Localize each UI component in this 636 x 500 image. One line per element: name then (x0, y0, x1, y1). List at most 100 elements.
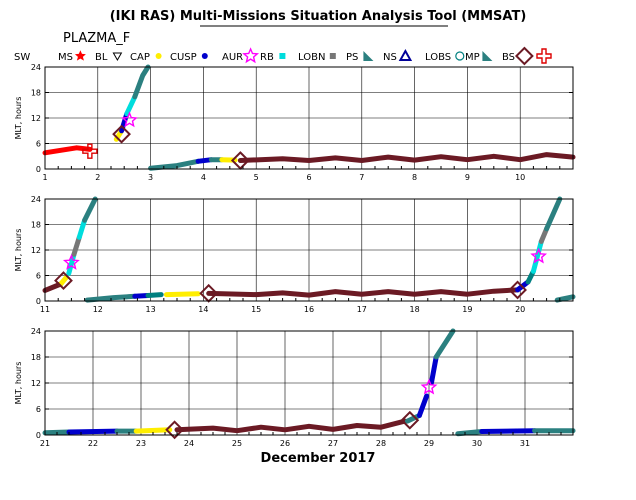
x-tick-label: 12 (93, 305, 103, 314)
y-tick-label: 18 (31, 221, 41, 230)
legend-label-bl: BL (95, 52, 108, 63)
legend-label-cusp: CUSP (170, 52, 197, 63)
x-tick-label: 21 (40, 439, 50, 448)
x-tick-label: 24 (184, 439, 194, 448)
x-tick-label: 30 (472, 439, 482, 448)
series-sw-4 (174, 418, 408, 434)
y-tick-label: 18 (31, 89, 41, 98)
legend-label-cap: CAP (130, 52, 150, 63)
series-ps-15 (544, 196, 563, 232)
x-tick-label: 20 (515, 305, 525, 314)
x-tick-label: 28 (376, 439, 386, 448)
legend-label-ps: PS (346, 52, 358, 63)
event-aur-1 (62, 254, 80, 270)
x-tick-label: 5 (254, 173, 259, 182)
legend-marker-rb (279, 53, 286, 59)
x-tick-label: 15 (251, 305, 261, 314)
series-ps-5 (148, 158, 201, 171)
series-sw-10 (206, 287, 521, 298)
legend-marker-cusp (201, 53, 208, 59)
series-ps-8 (433, 328, 456, 360)
panel-3: 0 6 12 18 24 21 22 23 24 25 26 27 28 29 30 31 MLT, hours (14, 327, 576, 448)
legend-label-bs: BS (502, 52, 515, 63)
y-axis-label: MLT, hours (14, 229, 23, 272)
x-tick-label: 19 (462, 305, 472, 314)
y-tick-label: 0 (36, 297, 41, 306)
y-tick-label: 24 (31, 327, 41, 336)
event-aur-2 (420, 378, 438, 395)
month-label: December 2017 (261, 451, 376, 466)
legend-label-sw: SW (14, 52, 30, 63)
x-tick-label: 31 (520, 439, 530, 448)
x-tick-label: 7 (359, 173, 364, 182)
y-tick-label: 24 (31, 195, 41, 204)
x-tick-label: 6 (306, 173, 311, 182)
x-tick-label: 17 (357, 305, 367, 314)
x-tick-label: 1 (42, 173, 47, 182)
event-mp-1 (400, 410, 420, 430)
x-tick-label: 29 (424, 439, 434, 448)
x-tick-label: 16 (304, 305, 314, 314)
event-bs-0 (82, 143, 98, 159)
x-tick-label: 4 (201, 173, 206, 182)
y-tick-label: 12 (31, 379, 41, 388)
x-tick-label: 18 (410, 305, 420, 314)
series-rb-2 (66, 251, 77, 276)
legend-label-ns: NS (383, 52, 397, 63)
x-tick-label: 10 (515, 173, 525, 182)
y-tick-label: 6 (36, 140, 41, 149)
legend-marker-lobs (455, 51, 465, 61)
series-rb-3 (124, 94, 138, 117)
x-tick-label: 3 (148, 173, 153, 182)
event-aur-2 (121, 111, 138, 128)
x-tick-label: 27 (328, 439, 338, 448)
legend-marker-bl (112, 52, 123, 62)
event-aur-4 (530, 247, 548, 264)
y-tick-label: 18 (31, 353, 41, 362)
panel-2: 0 6 12 18 24 11 12 13 14 15 16 17 18 19 20 MLT, hours (14, 195, 576, 314)
legend-marker-ms (74, 50, 86, 61)
legend-marker-ns (398, 48, 413, 61)
y-tick-label: 12 (31, 114, 41, 123)
legend-label-lobs: LOBS (425, 52, 451, 63)
legend-marker-mp (482, 51, 493, 61)
y-tick-label: 6 (36, 405, 41, 414)
series-cusp-6 (416, 393, 430, 418)
series-rb-13 (530, 239, 544, 274)
series-rb-4 (76, 217, 88, 240)
satellite-name: PLAZMA_F (63, 31, 130, 46)
x-tick-label: 25 (232, 439, 242, 448)
series-cap-1 (58, 275, 69, 287)
legend-label-mp: MP (465, 52, 480, 63)
legend-label-lobn: LOBN (298, 52, 325, 63)
y-tick-label: 12 (31, 246, 41, 255)
series-cusp-7 (428, 354, 439, 386)
legend-marker-lobn (329, 53, 336, 59)
y-axis-label: MLT, hours (14, 97, 23, 140)
x-tick-label: 9 (465, 173, 470, 182)
x-tick-label: 13 (146, 305, 156, 314)
x-tick-label: 11 (40, 305, 50, 314)
x-tick-label: 26 (280, 439, 290, 448)
series-lobn-3 (71, 234, 82, 257)
legend-label-aur: AUR (222, 52, 243, 63)
y-axis-label: MLT, hours (14, 362, 23, 405)
series-cap-9 (163, 291, 201, 298)
y-tick-label: 24 (31, 63, 41, 72)
legend: SW MS BL CAP CUSP AUR RB LOBN PS NS LOBS MP BS (14, 46, 552, 66)
series-ps-4 (132, 64, 151, 100)
legend-marker-aur (242, 47, 260, 64)
y-tick-label: 0 (36, 165, 41, 174)
event-mp-0 (54, 271, 73, 291)
legend-marker-cross (536, 48, 552, 64)
series-cusp-10 (479, 428, 538, 434)
x-tick-label: 22 (88, 439, 98, 448)
x-tick-label: 8 (412, 173, 417, 182)
x-tick-label: 2 (95, 173, 100, 182)
series-sw-9 (237, 152, 576, 163)
series-ps-5 (82, 196, 98, 223)
x-tick-label: 14 (198, 305, 208, 314)
series-sw-0 (42, 281, 64, 293)
